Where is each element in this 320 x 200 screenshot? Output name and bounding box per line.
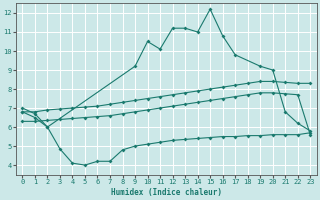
X-axis label: Humidex (Indice chaleur): Humidex (Indice chaleur) [111, 188, 222, 197]
